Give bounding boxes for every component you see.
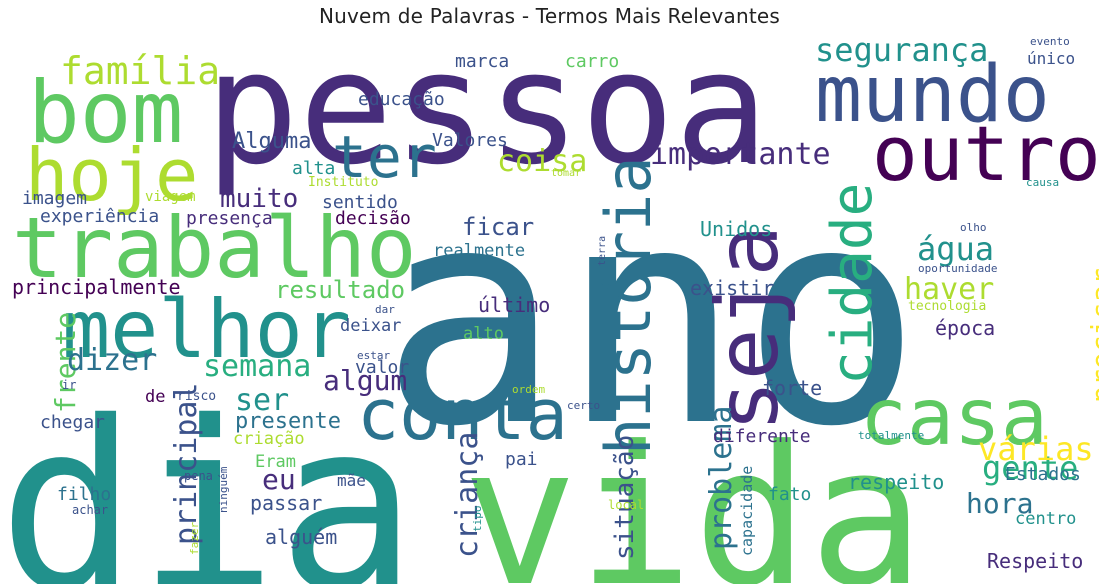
word-terra: terra xyxy=(597,235,608,266)
word-gente: gente xyxy=(982,449,1079,488)
word-dar: dar xyxy=(375,303,395,317)
word-bom: bom xyxy=(28,62,184,163)
word-estar: estar xyxy=(357,349,391,363)
word-evento: evento xyxy=(1030,35,1070,49)
word-pena: pena xyxy=(184,468,213,483)
word-alguem: alguém xyxy=(265,525,338,550)
word-estados: Estados xyxy=(1005,463,1081,485)
word-criacao: criação xyxy=(233,428,305,449)
word-familia: família xyxy=(60,49,221,94)
word-educacao: educação xyxy=(358,88,445,110)
word-alto: alto xyxy=(463,323,504,344)
word-olho: olho xyxy=(960,221,987,235)
word-alta: alta xyxy=(292,157,336,179)
word-fazer: fazer xyxy=(188,521,201,555)
word-valor: valor xyxy=(355,356,410,378)
word-precisar: precisar xyxy=(1085,268,1099,403)
word-unico: único xyxy=(1027,48,1076,68)
word-mae: mãe xyxy=(337,470,366,490)
word-muito: muito xyxy=(220,183,299,214)
word-carro: carro xyxy=(565,50,620,72)
word-existir: existir xyxy=(690,276,775,301)
word-presente: presente xyxy=(235,408,341,434)
word-capacidade: capacidade xyxy=(738,465,756,556)
word-cidade: cidade xyxy=(820,182,885,385)
word-hoje: hoje xyxy=(25,132,199,217)
word-mundo: mundo xyxy=(815,50,1050,141)
word-conta: conta xyxy=(357,374,568,457)
word-eu: eu xyxy=(262,463,296,497)
word-presenca: presença xyxy=(186,207,273,229)
word-resultado: resultado xyxy=(275,276,406,305)
word-sentido: sentido xyxy=(322,191,398,213)
word-principalmente: principalmente xyxy=(12,275,181,300)
word-passar: passar xyxy=(250,491,323,516)
word-respeito: Respeito xyxy=(987,549,1084,574)
word-viagem: viagem xyxy=(145,189,196,206)
word-centro: centro xyxy=(1015,508,1077,529)
word-chegar: chegar xyxy=(40,411,106,433)
word-imagem: imagem xyxy=(22,187,88,209)
word-valores: Valores xyxy=(432,129,508,151)
word-realmente: realmente xyxy=(433,240,526,261)
word-ordem: ordem xyxy=(512,383,546,397)
word-dia: dia xyxy=(0,372,418,584)
word-haver: haver xyxy=(904,271,995,307)
word-ir: ir xyxy=(62,377,77,392)
word-filho: filho xyxy=(57,483,112,505)
word-ficar: ficar xyxy=(462,213,535,242)
word-alguma: Alguma xyxy=(232,128,312,154)
word-causa: causa xyxy=(1026,176,1060,190)
word-pessoa: pessoa xyxy=(205,17,769,200)
chart-title: Nuvem de Palavras - Termos Mais Relevant… xyxy=(318,4,781,28)
word-hora: hora xyxy=(966,487,1034,521)
word-crianca: criança xyxy=(450,431,485,558)
word-melhor: melhor xyxy=(62,282,351,376)
word-risco: risco xyxy=(177,388,217,404)
word-historia: história xyxy=(592,156,665,455)
word-instituto: Instituto xyxy=(308,174,379,190)
word-ultimo: último xyxy=(478,293,551,318)
word-oportunidade: oportunidade xyxy=(918,262,998,276)
word-tipo: tipo xyxy=(471,505,484,533)
word-seguranca: segurança xyxy=(815,31,989,70)
word-marca: marca xyxy=(455,50,510,72)
word-seja: seja xyxy=(698,224,798,432)
word-ter: ter xyxy=(332,122,437,191)
word-importante: importante xyxy=(650,136,831,172)
word-ano: ano xyxy=(380,143,922,492)
word-trabalho: trabalho xyxy=(12,199,417,298)
word-coisa: coisa xyxy=(497,143,588,179)
word-casa: casa xyxy=(860,373,1048,464)
word-fato: fato xyxy=(768,483,812,505)
word-dizer: dizer xyxy=(67,342,158,378)
word-diferente: diferente xyxy=(713,425,811,447)
word-tecnologia: tecnologia xyxy=(908,298,987,314)
word-experiencia: experiência xyxy=(40,205,160,227)
word-local: local xyxy=(608,497,645,512)
word-unidos: Unidos xyxy=(700,217,773,242)
word-ninguem: ninguém xyxy=(217,466,230,513)
word-de: de xyxy=(145,386,166,407)
word-deixar: deixar xyxy=(340,315,402,336)
word-achar: achar xyxy=(72,502,109,517)
word-certo: certo xyxy=(567,399,601,413)
word-respeito: respeito xyxy=(848,470,945,495)
word-ser: ser xyxy=(235,382,290,418)
word-totalmente: totalmente xyxy=(858,429,925,443)
word-principal: principal xyxy=(169,382,204,545)
word-outro: outro xyxy=(872,108,1099,198)
word-epoca: época xyxy=(935,316,996,341)
word-decisao: decisão xyxy=(335,207,411,229)
word-varias: várias xyxy=(978,430,1094,469)
word-algum: algum xyxy=(323,364,408,398)
word-forte: forte xyxy=(762,376,823,401)
word-agua: água xyxy=(917,230,995,269)
word-tomar: tomar xyxy=(551,168,582,180)
word-eram: Eram xyxy=(255,451,296,472)
word-vida: vida xyxy=(462,406,925,584)
word-semana: semana xyxy=(203,348,312,384)
word-pai: pai xyxy=(505,448,538,470)
